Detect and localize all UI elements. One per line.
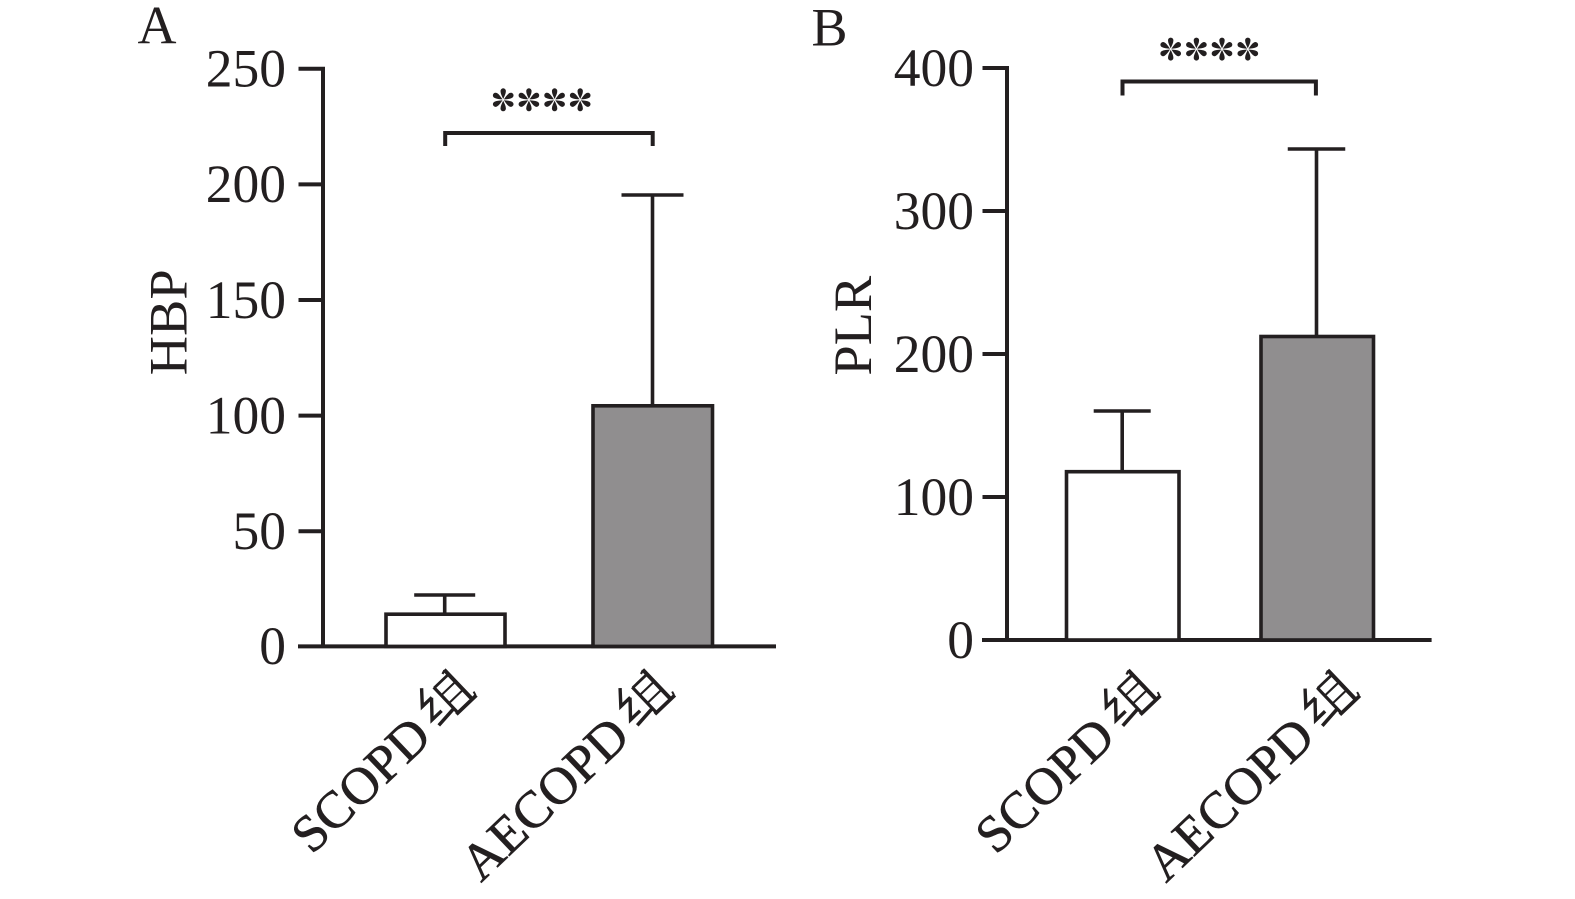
svg-text:250: 250	[206, 39, 286, 99]
svg-text:200: 200	[894, 324, 974, 384]
svg-text:100: 100	[206, 385, 286, 445]
svg-text:0: 0	[259, 616, 286, 676]
svg-text:B: B	[812, 0, 848, 58]
svg-text:200: 200	[206, 154, 286, 214]
svg-text:100: 100	[894, 467, 974, 527]
svg-text:50: 50	[233, 501, 287, 561]
svg-text:300: 300	[894, 181, 974, 241]
svg-text:150: 150	[206, 270, 286, 330]
svg-text:0: 0	[947, 610, 974, 670]
svg-text:PLR: PLR	[822, 275, 883, 376]
svg-text:400: 400	[894, 38, 974, 98]
svg-text:A: A	[138, 0, 177, 56]
svg-text:HBP: HBP	[138, 269, 199, 375]
